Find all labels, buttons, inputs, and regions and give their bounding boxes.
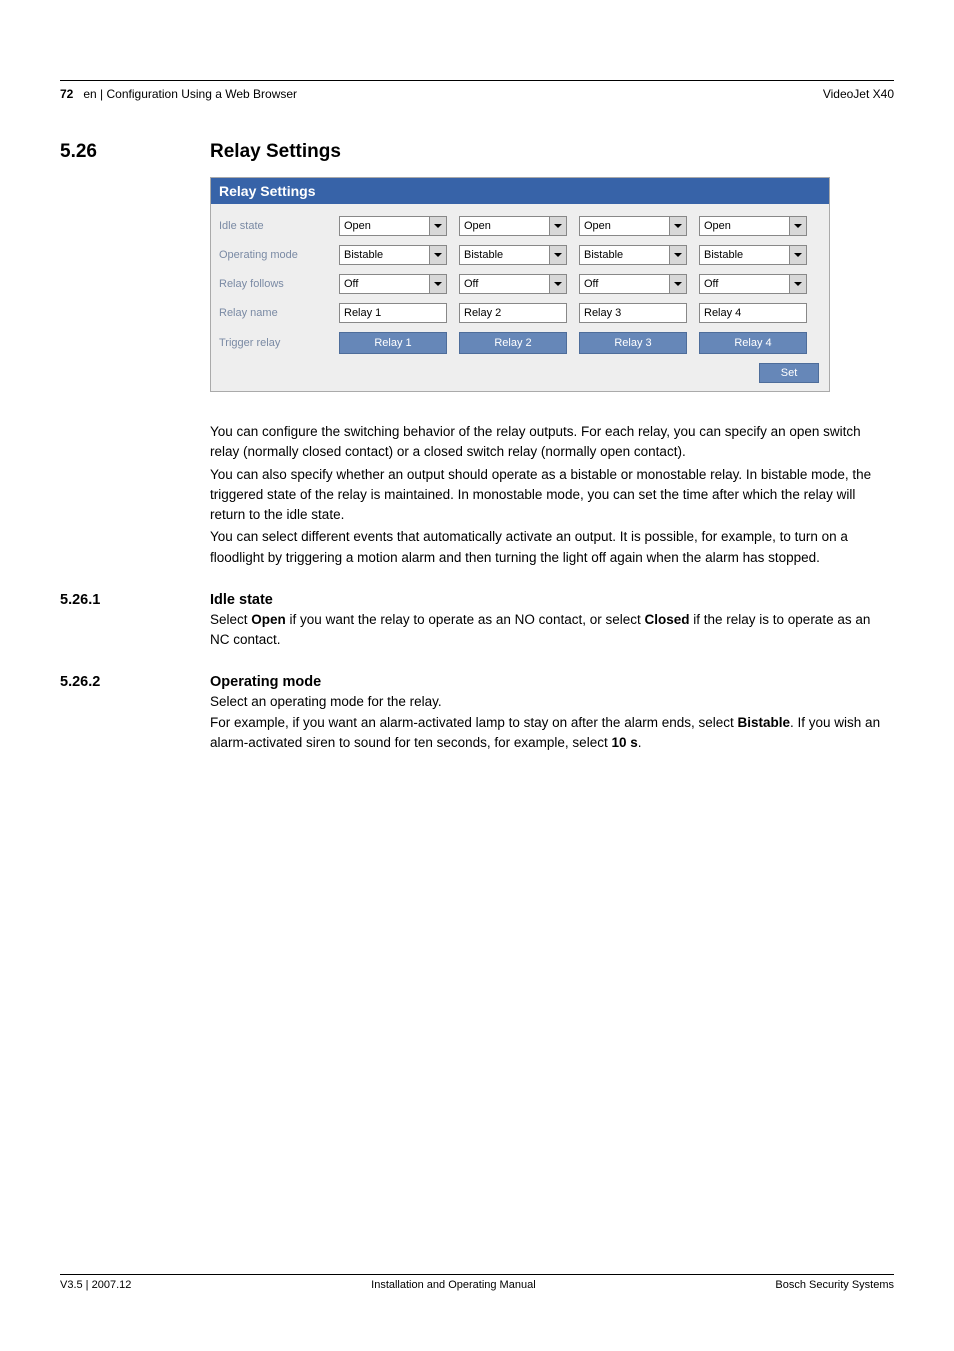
footer-right: Bosch Security Systems xyxy=(775,1279,894,1291)
trigger-relay-button-2[interactable]: Relay 2 xyxy=(459,332,567,354)
row-operating-mode: Operating mode Bistable Bistable Bistabl… xyxy=(219,245,821,265)
dropdown-arrow-icon xyxy=(794,253,802,257)
row-relay-follows: Relay follows Off Off Off Off xyxy=(219,274,821,294)
header-left: 72 en | Configuration Using a Web Browse… xyxy=(60,87,297,101)
body-paragraphs: You can configure the switching behavior… xyxy=(210,422,890,568)
panel-title: Relay Settings xyxy=(211,178,829,204)
relay-follows-select-4[interactable]: Off xyxy=(699,274,807,294)
relay-follows-select-2[interactable]: Off xyxy=(459,274,567,294)
subsection-title: Idle state xyxy=(210,592,894,608)
dropdown-arrow-icon xyxy=(674,282,682,286)
label-relay-name: Relay name xyxy=(219,307,339,319)
operating-mode-select-1[interactable]: Bistable xyxy=(339,245,447,265)
paragraph-1: You can configure the switching behavior… xyxy=(210,422,890,463)
dropdown-arrow-icon xyxy=(434,282,442,286)
footer-rule xyxy=(60,1274,894,1275)
panel-body: Idle state Open Open Open Open Operating… xyxy=(211,204,829,391)
row-trigger-relay: Trigger relay Relay 1 Relay 2 Relay 3 Re… xyxy=(219,332,821,354)
relay-follows-select-1[interactable]: Off xyxy=(339,274,447,294)
header-product: VideoJet X40 xyxy=(823,87,894,101)
subsection-text: Select an operating mode for the relay. … xyxy=(210,692,890,753)
operating-mode-select-3[interactable]: Bistable xyxy=(579,245,687,265)
idle-state-select-3[interactable]: Open xyxy=(579,216,687,236)
idle-state-select-4[interactable]: Open xyxy=(699,216,807,236)
paragraph-3: You can select different events that aut… xyxy=(210,527,890,568)
dropdown-arrow-icon xyxy=(554,282,562,286)
relay-settings-panel: Relay Settings Idle state Open Open Open… xyxy=(210,177,830,392)
page-number: 72 xyxy=(60,87,73,101)
relay-name-input-4[interactable]: Relay 4 xyxy=(699,303,807,323)
section-title: Relay Settings xyxy=(210,141,341,163)
header-rule xyxy=(60,80,894,81)
footer-left: V3.5 | 2007.12 xyxy=(60,1279,131,1291)
row-idle-state: Idle state Open Open Open Open xyxy=(219,216,821,236)
section-number: 5.26 xyxy=(60,141,210,163)
dropdown-arrow-icon xyxy=(554,224,562,228)
dropdown-arrow-icon xyxy=(434,224,442,228)
idle-state-select-1[interactable]: Open xyxy=(339,216,447,236)
operating-mode-select-2[interactable]: Bistable xyxy=(459,245,567,265)
set-button[interactable]: Set xyxy=(759,363,819,383)
label-relay-follows: Relay follows xyxy=(219,278,339,290)
row-relay-name: Relay name Relay 1 Relay 2 Relay 3 Relay… xyxy=(219,303,821,323)
subsection-number: 5.26.1 xyxy=(60,592,210,651)
subsection-title: Operating mode xyxy=(210,674,894,690)
idle-state-select-2[interactable]: Open xyxy=(459,216,567,236)
subsection-operating-mode: 5.26.2 Operating mode Select an operatin… xyxy=(60,674,894,753)
dropdown-arrow-icon xyxy=(794,224,802,228)
dropdown-arrow-icon xyxy=(674,253,682,257)
page-header: 72 en | Configuration Using a Web Browse… xyxy=(60,87,894,101)
paragraph-2: You can also specify whether an output s… xyxy=(210,465,890,526)
label-operating-mode: Operating mode xyxy=(219,249,339,261)
relay-name-input-3[interactable]: Relay 3 xyxy=(579,303,687,323)
section-heading: 5.26 Relay Settings xyxy=(60,141,894,163)
page-footer: V3.5 | 2007.12 Installation and Operatin… xyxy=(60,1274,894,1291)
operating-mode-select-4[interactable]: Bistable xyxy=(699,245,807,265)
relay-name-input-1[interactable]: Relay 1 xyxy=(339,303,447,323)
subsection-idle-state: 5.26.1 Idle state Select Open if you wan… xyxy=(60,592,894,651)
footer-center: Installation and Operating Manual xyxy=(371,1279,536,1291)
dropdown-arrow-icon xyxy=(674,224,682,228)
dropdown-arrow-icon xyxy=(794,282,802,286)
dropdown-arrow-icon xyxy=(554,253,562,257)
subsection-text: Select Open if you want the relay to ope… xyxy=(210,610,890,651)
relay-follows-select-3[interactable]: Off xyxy=(579,274,687,294)
trigger-relay-button-3[interactable]: Relay 3 xyxy=(579,332,687,354)
label-idle-state: Idle state xyxy=(219,220,339,232)
trigger-relay-button-4[interactable]: Relay 4 xyxy=(699,332,807,354)
header-breadcrumb: en | Configuration Using a Web Browser xyxy=(77,87,297,101)
relay-name-input-2[interactable]: Relay 2 xyxy=(459,303,567,323)
label-trigger-relay: Trigger relay xyxy=(219,337,339,349)
trigger-relay-button-1[interactable]: Relay 1 xyxy=(339,332,447,354)
dropdown-arrow-icon xyxy=(434,253,442,257)
subsection-number: 5.26.2 xyxy=(60,674,210,753)
